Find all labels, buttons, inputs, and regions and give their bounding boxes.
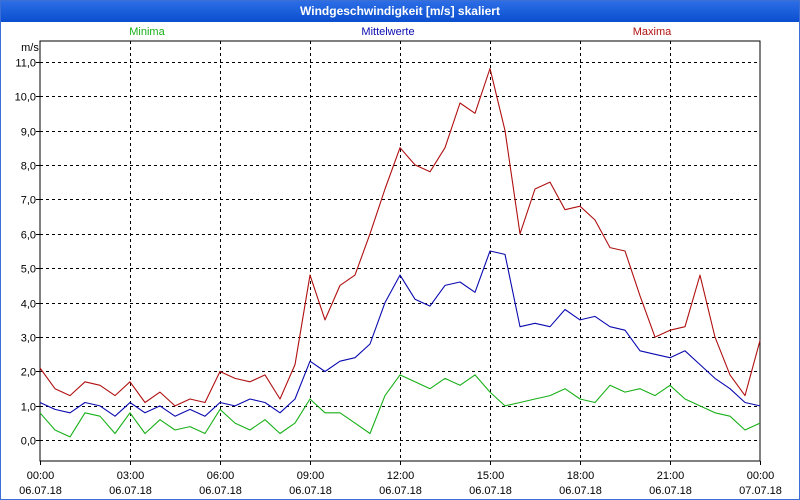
- y-tick-label: 7,0: [21, 195, 36, 207]
- x-tick-date-label: 06.07.18: [649, 485, 692, 497]
- y-tick-label: 11,0: [15, 58, 36, 70]
- x-tick-date-label: 06.07.18: [199, 485, 242, 497]
- series-line-maxima: [39, 67, 761, 407]
- x-tick-date-label: 06.07.18: [379, 485, 422, 497]
- series-lines: [39, 67, 761, 438]
- y-axis-unit-label: m/s: [21, 42, 39, 54]
- y-tick-label: 0,0: [21, 436, 36, 448]
- x-tick-time-label: 06:00: [207, 470, 235, 482]
- x-tick-time-label: 12:00: [387, 470, 415, 482]
- y-tick-label: 6,0: [21, 230, 36, 242]
- y-tick-label: 5,0: [21, 264, 36, 276]
- x-tick-time-label: 00:00: [27, 470, 55, 482]
- series-line-minima: [39, 374, 761, 438]
- y-tick-label: 8,0: [21, 161, 36, 173]
- x-tick-time-label: 09:00: [297, 470, 325, 482]
- x-tick-time-label: 21:00: [657, 470, 685, 482]
- axis-ticks: 0,0 1,0 2,0 3,0 4,0 5,0 6,0 7,0 8,0 9,0 10,0 11,0 00…: [15, 58, 782, 498]
- x-tick-time-label: 15:00: [477, 470, 505, 482]
- legend-mittelwerte: Mittelwerte: [361, 26, 414, 38]
- series-line-mittelwerte: [39, 250, 761, 417]
- x-tick-time-label: 00:00: [747, 470, 775, 482]
- x-tick-time-label: 18:00: [567, 470, 595, 482]
- x-tick-date-label: 06.07.18: [559, 485, 602, 497]
- x-tick-date-label: 06.07.18: [19, 485, 62, 497]
- y-tick-label: 10,0: [15, 92, 36, 104]
- grid: [40, 41, 760, 461]
- x-tick-date-label: 06.07.18: [289, 485, 332, 497]
- x-tick-date-label: 07.07.18: [739, 485, 782, 497]
- y-tick-label: 9,0: [21, 127, 36, 139]
- legend-minima: Minima: [129, 26, 165, 38]
- x-tick-date-label: 06.07.18: [469, 485, 512, 497]
- window-title: Windgeschwindigkeit [m/s] skaliert: [1, 1, 799, 22]
- y-tick-label: 2,0: [21, 367, 36, 379]
- legend: Minima Mittelwerte Maxima: [129, 26, 672, 38]
- x-tick-time-label: 03:00: [117, 470, 145, 482]
- y-tick-label: 3,0: [21, 333, 36, 345]
- y-tick-label: 1,0: [21, 402, 36, 414]
- legend-maxima: Maxima: [633, 26, 672, 38]
- y-tick-label: 4,0: [21, 299, 36, 311]
- x-tick-date-label: 06.07.18: [109, 485, 152, 497]
